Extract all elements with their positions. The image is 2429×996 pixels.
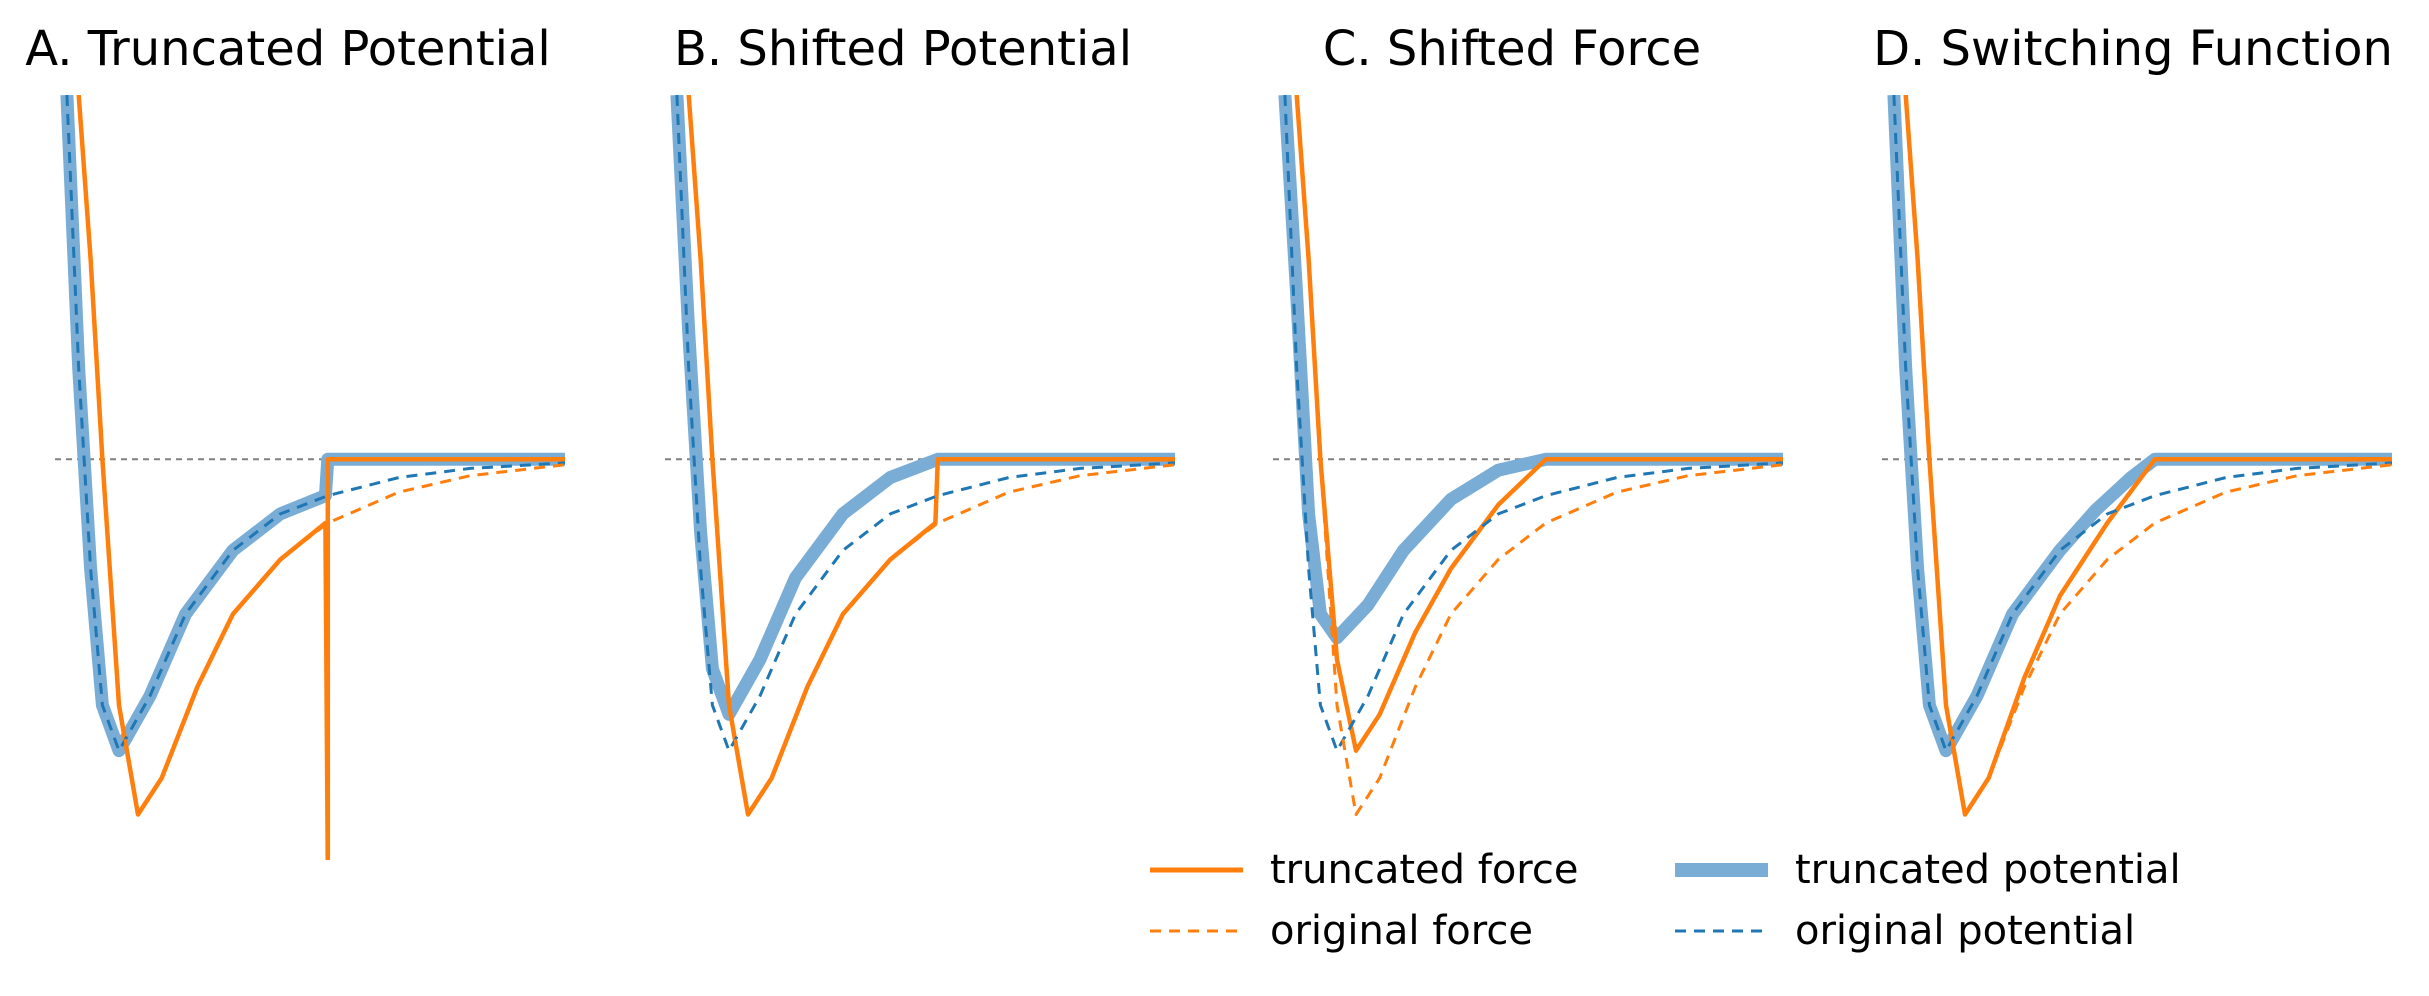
series-truncated-force — [1294, 95, 1783, 753]
panel-title-c: C. Shifted Force — [1323, 21, 1701, 77]
series-truncated-potential — [670, 95, 1175, 721]
panel-title-d: D. Switching Function — [1873, 21, 2393, 77]
legend-label-truncated-force: truncated force — [1270, 847, 1578, 893]
panel-d: D. Switching Function — [1873, 21, 2393, 817]
panel-title-a: A. Truncated Potential — [25, 21, 551, 77]
panel-b: B. Shifted Potential — [665, 21, 1176, 817]
panel-title-b: B. Shifted Potential — [674, 21, 1132, 77]
series-original-potential — [65, 95, 566, 753]
series-original-potential — [675, 95, 1176, 753]
legend-label-original-force: original force — [1270, 908, 1533, 954]
series-original-force — [1295, 95, 1784, 816]
series-original-force — [77, 95, 566, 816]
series-truncated-potential — [60, 95, 565, 758]
panel-a: A. Truncated Potential — [25, 21, 566, 860]
series-original-potential — [1283, 95, 1784, 753]
legend-label-truncated-potential: truncated potential — [1795, 847, 2181, 893]
legend-label-original-potential: original potential — [1795, 908, 2135, 954]
series-original-potential — [1892, 95, 2393, 753]
legend: truncated force truncated potential orig… — [1150, 847, 2181, 954]
series-truncated-potential — [1278, 95, 1783, 645]
series-original-force — [687, 95, 1176, 816]
panel-c: C. Shifted Force — [1273, 21, 1784, 816]
series-truncated-potential — [1887, 95, 2392, 758]
series-original-force — [1904, 95, 2393, 816]
